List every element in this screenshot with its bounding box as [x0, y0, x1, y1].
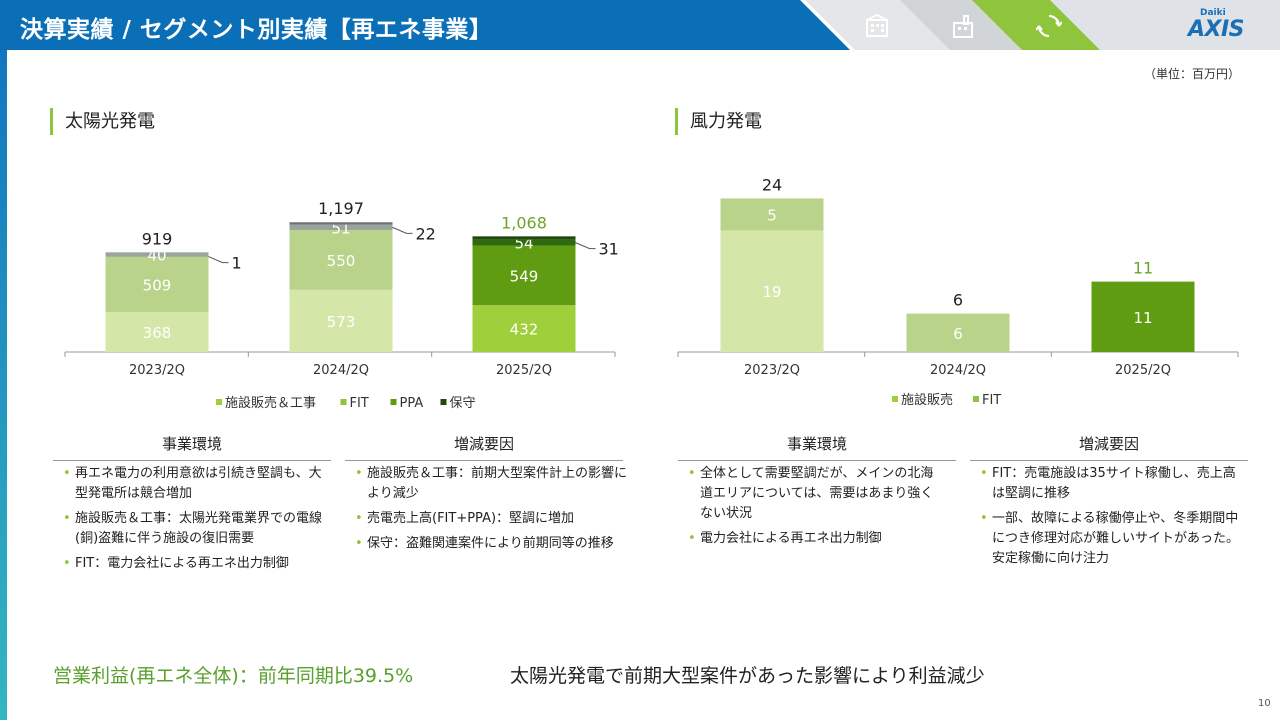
category-label: 2024/2Q: [313, 363, 369, 378]
category-label: 2025/2Q: [496, 363, 552, 378]
segment-label: 11: [1133, 309, 1152, 327]
list-item: FIT：売電施設は35サイト稼働し、売上高は堅調に推移: [980, 464, 1242, 504]
segment-label: 40: [147, 247, 166, 265]
segment-label: 550: [327, 252, 356, 270]
outside-label: 31: [599, 240, 619, 259]
leader-line: [208, 256, 229, 264]
solar-env-heading: 事業環境: [53, 433, 331, 461]
legend-label: PPA: [400, 396, 424, 411]
page-number: 10: [1258, 698, 1271, 709]
bar-segment: [720, 230, 824, 352]
segment-label: 509: [143, 276, 172, 294]
bar-segment: [105, 312, 209, 352]
bar-segment: [1091, 281, 1195, 352]
list-item: FIT：電力会社による再エネ出力制御: [63, 554, 331, 574]
bar-segment: [472, 236, 576, 240]
category-label: 2023/2Q: [744, 363, 800, 378]
bar-segment: [289, 230, 393, 290]
leader-line: [392, 226, 413, 234]
segment-label: 432: [510, 321, 539, 339]
list-item: 保守：盗難関連案件により前期同等の推移: [355, 534, 627, 554]
total-label: 6: [953, 291, 963, 310]
title-band: 決算実績 / セグメント別実績【再エネ事業】: [0, 0, 850, 50]
legend-swatch: [892, 396, 898, 402]
segment-label: 368: [143, 324, 172, 342]
leader-line: [575, 242, 596, 250]
outside-label: 22: [416, 224, 436, 243]
segment-label: 549: [510, 267, 539, 285]
solar-section-title: 太陽光発電: [50, 108, 155, 135]
category-label: 2025/2Q: [1115, 363, 1171, 378]
unit-label: （単位：百万円）: [1144, 67, 1241, 81]
bar-segment: [472, 245, 576, 306]
bar-segment: [105, 256, 209, 313]
profit-comment: 太陽光発電で前期大型案件があった影響により利益減少: [510, 665, 985, 687]
segment-label: 5: [767, 206, 777, 224]
category-label: 2024/2Q: [930, 363, 986, 378]
logo-small-text: Daiki: [1200, 8, 1226, 18]
sidebar-accent: [0, 50, 7, 720]
bar-segment: [289, 224, 393, 231]
total-label: 11: [1133, 259, 1153, 278]
list-item: 電力会社による再エネ出力制御: [688, 529, 942, 549]
bar-segment: [472, 305, 576, 352]
wind-factor-list: FIT：売電施設は35サイト稼働し、売上高は堅調に推移 一部、故障による稼働停止…: [980, 464, 1242, 574]
solar-chart: 368 509 40 1 919 2023/2Q 573 550 51 22 1,197 2024/2…: [64, 199, 619, 411]
recycle-icon[interactable]: [1036, 13, 1062, 39]
bar-segment: [720, 198, 824, 231]
wind-env-list: 全体として需要堅調だが、メインの北海道エリアについては、需要はあまり強くない状況…: [688, 464, 942, 554]
wind-env-heading: 事業環境: [678, 433, 956, 461]
logo-big-text: AXIS: [1188, 17, 1245, 42]
list-item: 施設販売＆工事：前期大型案件計上の影響により減少: [355, 464, 627, 504]
category-label: 2023/2Q: [129, 363, 185, 378]
bar-segment: [289, 222, 393, 225]
legend-label: 施設販売: [901, 392, 953, 408]
bar-segment: [105, 252, 209, 257]
legend-label: 保守: [450, 396, 476, 411]
legend-swatch: [340, 399, 347, 405]
solar-env-list: 再エネ電力の利用意欲は引続き堅調も、大型発電所は競合増加 施設販売＆工事：太陽光…: [63, 464, 331, 579]
legend-label: FIT: [982, 393, 1001, 408]
list-item: 一部、故障による稼働停止や、冬季期間中につき修理対応が難しいサイトがあった。安定…: [980, 509, 1242, 569]
solar-factor-heading: 増減要因: [345, 433, 623, 461]
list-item: 全体として需要堅調だが、メインの北海道エリアについては、需要はあまり強くない状況: [688, 464, 942, 524]
legend-label: 施設販売＆工事: [225, 395, 316, 411]
legend-swatch: [216, 399, 222, 405]
total-label: 24: [762, 175, 782, 194]
factory-icon[interactable]: [950, 13, 976, 39]
bar-segment: [289, 289, 393, 352]
total-label: 1,197: [318, 199, 364, 218]
segment-label: 19: [762, 283, 781, 301]
list-item: 再エネ電力の利用意欲は引続き堅調も、大型発電所は競合増加: [63, 464, 331, 504]
company-logo: Daiki AXIS: [1188, 8, 1270, 44]
wind-chart: 19 5 24 2023/2Q 6 6 2024/2Q 11 11 2025/2Q 施設販売 FIT: [677, 175, 1239, 408]
bar-segment: [906, 313, 1010, 352]
operating-profit-summary: 営業利益(再エネ全体)：前年同期比39.5%: [53, 665, 414, 687]
legend-swatch: [390, 399, 397, 405]
header-bar: 決算実績 / セグメント別実績【再エネ事業】 Daiki AXIS: [0, 0, 1280, 50]
segment-label: 51: [331, 219, 350, 237]
legend-label: FIT: [350, 396, 369, 411]
outside-label: 1: [232, 254, 242, 273]
legend-swatch: [440, 399, 447, 405]
wind-section-title: 風力発電: [675, 108, 762, 135]
bar-segment: [472, 239, 576, 246]
segment-label: 573: [327, 313, 356, 331]
page-title: 決算実績 / セグメント別実績【再エネ事業】: [20, 17, 493, 43]
wind-factor-heading: 増減要因: [970, 433, 1248, 461]
total-label: 1,068: [501, 213, 547, 232]
legend-swatch: [973, 396, 979, 402]
total-label: 919: [142, 229, 173, 248]
solar-factor-list: 施設販売＆工事：前期大型案件計上の影響により減少 売電売上高(FIT+PPA)：…: [355, 464, 627, 559]
segment-label: 6: [953, 325, 963, 343]
list-item: 施設販売＆工事：太陽光発電業界での電線(銅)盗難に伴う施設の復旧需要: [63, 509, 331, 549]
list-item: 売電売上高(FIT+PPA)：堅調に増加: [355, 509, 627, 529]
building-icon[interactable]: [864, 13, 890, 39]
